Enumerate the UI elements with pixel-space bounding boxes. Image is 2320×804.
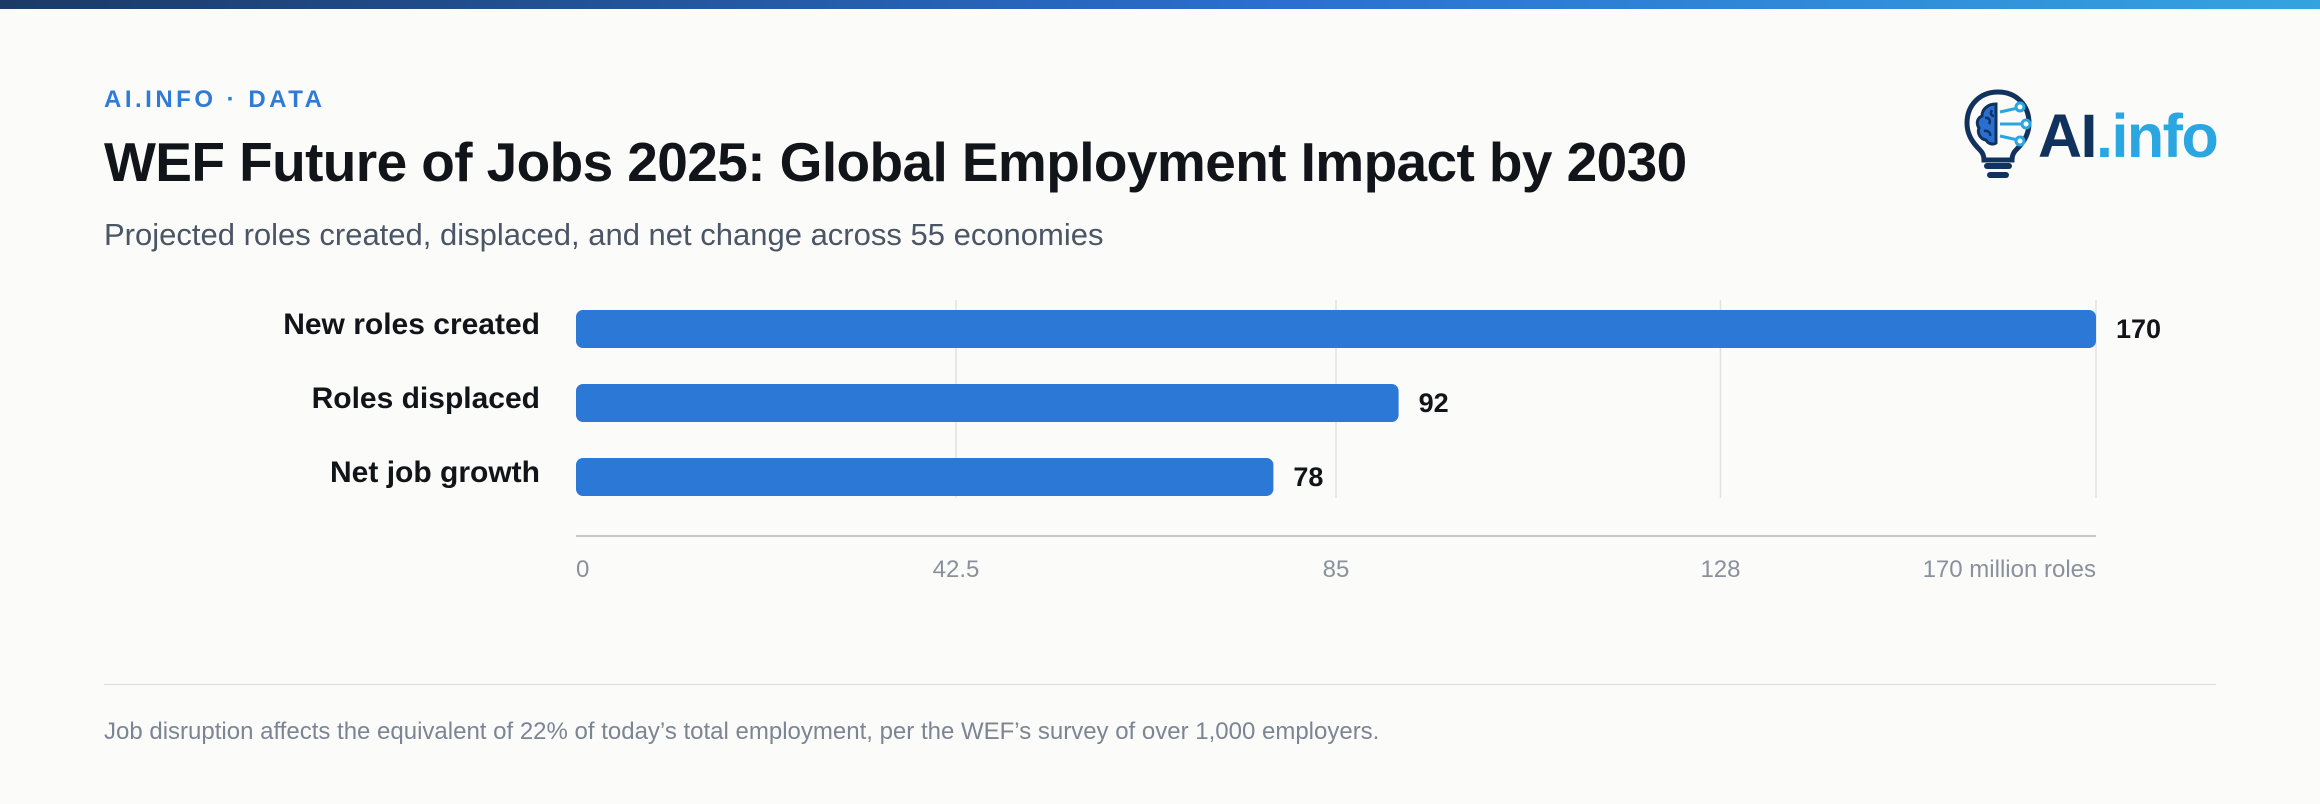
category-label: Roles displaced [312, 382, 540, 415]
logo-text-main: AI [2038, 102, 2098, 170]
logo-text-accent: .info [2096, 102, 2219, 170]
x-tick-label: 170 million roles [1923, 556, 2096, 583]
x-tick-label: 0 [576, 556, 589, 583]
page-subtitle: Projected roles created, displaced, and … [104, 217, 1104, 252]
data-label: 78 [1293, 462, 1323, 492]
eyebrow-label: AI.INFO · DATA [104, 86, 326, 113]
brand-logo[interactable]: AI.info [1962, 86, 2222, 182]
lightbulb-brain-icon [1964, 89, 2032, 178]
top-accent-bar [0, 0, 2320, 9]
footer-divider [104, 684, 2216, 685]
bar [576, 310, 2096, 348]
x-tick-label: 85 [1323, 556, 1350, 583]
bar-chart: 0 42.5 85 128 170 million roles New roles cre… [283, 300, 2161, 583]
data-label: 92 [1419, 388, 1449, 418]
x-tick-label: 42.5 [933, 556, 980, 583]
category-label: New roles created [283, 308, 540, 341]
x-tick-label: 128 [1700, 556, 1740, 583]
category-label: Net job growth [330, 456, 540, 489]
page-title: WEF Future of Jobs 2025: Global Employme… [104, 131, 1687, 193]
bar [576, 458, 1274, 496]
data-label: 170 [2116, 314, 2161, 344]
bar [576, 384, 1399, 422]
logo-wordmark: AI.info [2038, 106, 2219, 167]
footnote: Job disruption affects the equivalent of… [104, 718, 1380, 745]
